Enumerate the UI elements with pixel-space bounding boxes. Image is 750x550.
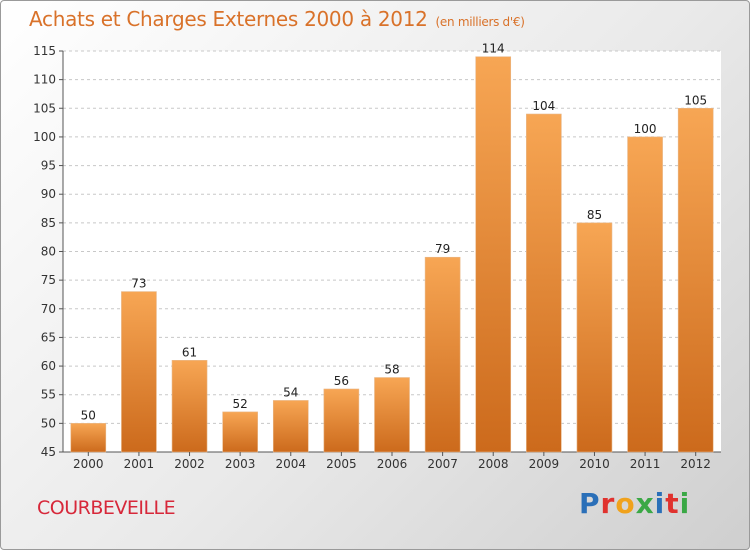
bar-2005 xyxy=(324,389,359,452)
y-tick-label: 90 xyxy=(41,187,56,201)
bar-2009 xyxy=(526,114,561,452)
y-tick-label: 105 xyxy=(33,101,56,115)
y-tick-label: 65 xyxy=(41,330,56,344)
bar-2001 xyxy=(121,292,156,452)
data-label-2009: 104 xyxy=(532,99,555,113)
y-tick-label: 60 xyxy=(41,359,56,373)
y-tick-label: 80 xyxy=(41,245,56,259)
data-label-2000: 50 xyxy=(81,408,96,422)
data-label-2007: 79 xyxy=(435,242,450,256)
data-label-2012: 105 xyxy=(684,93,707,107)
bar-2004 xyxy=(273,400,308,452)
y-tick-label: 115 xyxy=(33,44,56,58)
y-tick-label: 55 xyxy=(41,388,56,402)
x-tick-label: 2011 xyxy=(630,457,661,471)
x-tick-label: 2007 xyxy=(427,457,458,471)
bar-2010 xyxy=(577,223,612,452)
x-tick-label: 2008 xyxy=(478,457,509,471)
data-label-2006: 58 xyxy=(384,363,399,377)
bar-2003 xyxy=(223,412,258,452)
bar-2008 xyxy=(476,57,511,452)
y-tick-label: 100 xyxy=(33,130,56,144)
data-label-2003: 52 xyxy=(233,397,248,411)
bar-2000 xyxy=(71,423,106,452)
y-tick-label: 85 xyxy=(41,216,56,230)
x-tick-label: 2000 xyxy=(73,457,104,471)
y-tick-label: 95 xyxy=(41,159,56,173)
bar-2006 xyxy=(375,378,410,452)
y-tick-label: 45 xyxy=(41,445,56,459)
bar-2011 xyxy=(628,137,663,452)
x-tick-label: 2005 xyxy=(326,457,357,471)
data-label-2011: 100 xyxy=(634,122,657,136)
data-label-2004: 54 xyxy=(283,385,298,399)
proxiti-logo: Proxiti xyxy=(579,487,690,520)
bar-2012 xyxy=(678,108,713,452)
x-tick-label: 2003 xyxy=(225,457,256,471)
x-tick-label: 2002 xyxy=(174,457,205,471)
data-label-2008: 114 xyxy=(482,42,505,56)
x-tick-label: 2004 xyxy=(275,457,306,471)
x-tick-label: 2009 xyxy=(529,457,560,471)
y-tick-label: 110 xyxy=(33,73,56,87)
y-tick-label: 70 xyxy=(41,302,56,316)
x-tick-label: 2012 xyxy=(680,457,711,471)
city-name: COURBEVEILLE xyxy=(37,497,175,519)
bar-2007 xyxy=(425,257,460,452)
x-tick-label: 2001 xyxy=(124,457,155,471)
bar-2002 xyxy=(172,360,207,452)
x-tick-label: 2006 xyxy=(377,457,408,471)
y-tick-label: 75 xyxy=(41,273,56,287)
data-label-2002: 61 xyxy=(182,345,197,359)
y-tick-label: 50 xyxy=(41,416,56,430)
x-tick-label: 2010 xyxy=(579,457,610,471)
data-label-2010: 85 xyxy=(587,208,602,222)
data-label-2005: 56 xyxy=(334,374,349,388)
data-label-2001: 73 xyxy=(131,277,146,291)
